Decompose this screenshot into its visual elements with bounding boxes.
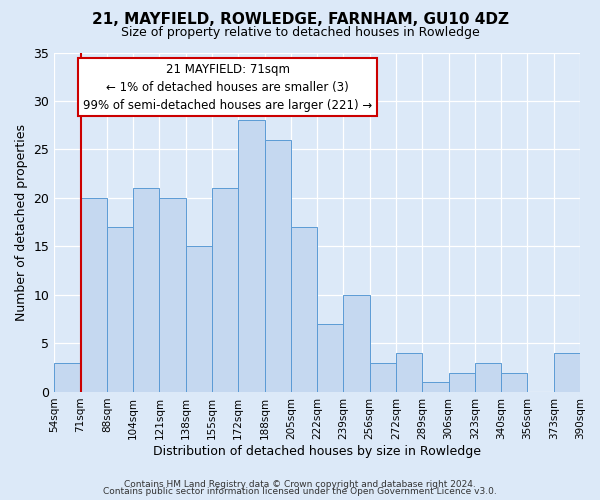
Bar [133, 188, 160, 392]
Bar [107, 227, 133, 392]
Bar [370, 363, 396, 392]
Bar [160, 198, 186, 392]
Text: Size of property relative to detached houses in Rowledge: Size of property relative to detached ho… [121, 26, 479, 39]
Bar [212, 188, 238, 392]
Bar [186, 246, 212, 392]
Bar [422, 382, 449, 392]
Text: Contains public sector information licensed under the Open Government Licence v3: Contains public sector information licen… [103, 487, 497, 496]
Bar [54, 363, 80, 392]
Bar [554, 353, 580, 392]
Bar [317, 324, 343, 392]
Text: 21, MAYFIELD, ROWLEDGE, FARNHAM, GU10 4DZ: 21, MAYFIELD, ROWLEDGE, FARNHAM, GU10 4D… [91, 12, 509, 28]
X-axis label: Distribution of detached houses by size in Rowledge: Distribution of detached houses by size … [153, 444, 481, 458]
Bar [475, 363, 501, 392]
Bar [449, 372, 475, 392]
Text: Contains HM Land Registry data © Crown copyright and database right 2024.: Contains HM Land Registry data © Crown c… [124, 480, 476, 489]
Y-axis label: Number of detached properties: Number of detached properties [15, 124, 28, 320]
Bar [291, 227, 317, 392]
Bar [501, 372, 527, 392]
Bar [265, 140, 291, 392]
Bar [80, 198, 107, 392]
Text: 21 MAYFIELD: 71sqm
← 1% of detached houses are smaller (3)
99% of semi-detached : 21 MAYFIELD: 71sqm ← 1% of detached hous… [83, 62, 373, 112]
Bar [396, 353, 422, 392]
Bar [343, 295, 370, 392]
Bar [238, 120, 265, 392]
